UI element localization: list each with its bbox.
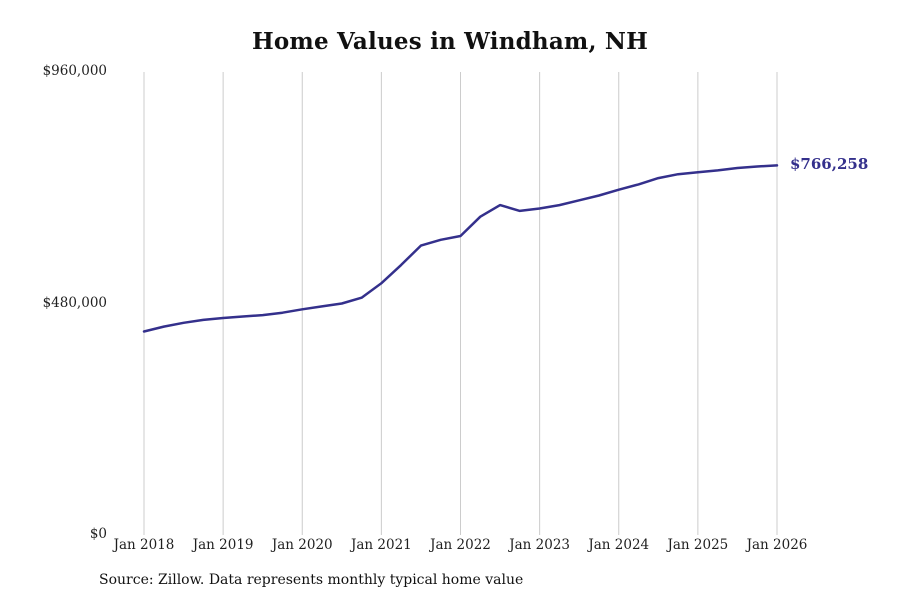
x-axis-tick-label: Jan 2025 [667, 537, 729, 553]
y-axis-tick-label: $0 [89, 526, 107, 542]
latest-value-label: $766,258 [790, 155, 869, 174]
x-axis-tick-label: Jan 2019 [192, 537, 254, 553]
x-axis-tick-label: Jan 2020 [271, 537, 333, 553]
y-axis-tick-label: $960,000 [42, 63, 107, 79]
x-axis-tick-label: Jan 2021 [350, 537, 412, 553]
x-axis-tick-label: Jan 2022 [430, 537, 491, 553]
x-axis-tick-label: Jan 2026 [746, 537, 808, 553]
chart-title: Home Values in Windham, NH [251, 28, 649, 55]
home-value-line [142, 164, 779, 333]
x-axis-tick-label: Jan 2018 [113, 537, 175, 553]
x-axis-tick-label: Jan 2024 [588, 537, 650, 553]
y-axis-tick-label: $480,000 [42, 294, 107, 311]
x-axis-tick-label: Jan 2023 [509, 537, 571, 553]
source-note: Source: Zillow. Data represents monthly … [99, 572, 524, 588]
